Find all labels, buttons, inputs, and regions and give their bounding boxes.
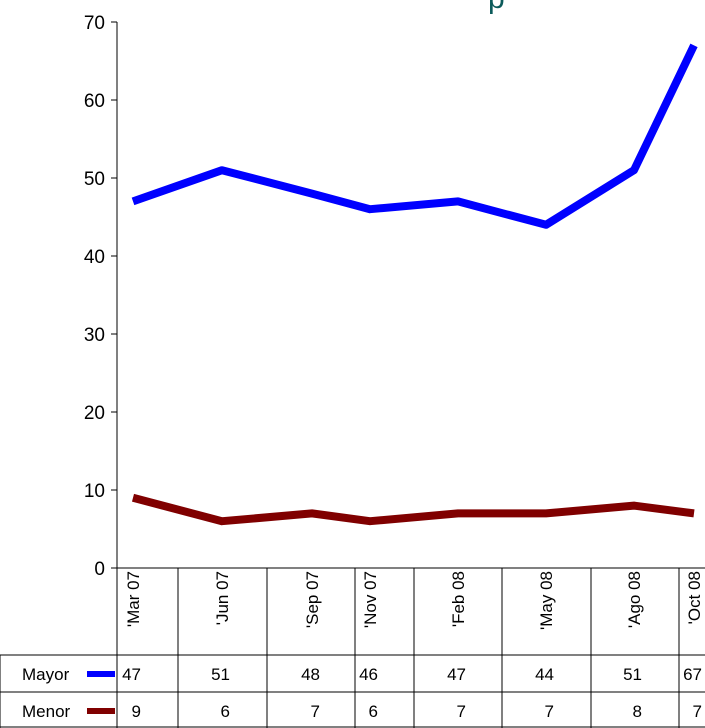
y-tick-label: 70 xyxy=(84,13,105,34)
table-cell-value: 7 xyxy=(457,702,466,721)
x-category-label: 'Mar 07 xyxy=(124,571,143,627)
table-cell-value: 6 xyxy=(369,702,378,721)
y-tick-label: 0 xyxy=(94,559,105,580)
table-cell-value: 46 xyxy=(359,665,378,684)
x-category-label: 'May 08 xyxy=(537,571,556,630)
table-series-name: Mayor xyxy=(22,665,70,684)
table-cell-value: 67 xyxy=(683,665,702,684)
table-cell-value: 7 xyxy=(693,702,702,721)
y-axis-ticks: 0 10 20 30 40 50 60 70 xyxy=(84,13,117,580)
table-cell-value: 7 xyxy=(545,702,554,721)
series-lines xyxy=(131,43,698,526)
chart-title: p xyxy=(488,0,505,15)
table-cell-value: 9 xyxy=(132,702,141,721)
y-tick-label: 50 xyxy=(84,169,105,190)
series-line-menor xyxy=(131,493,695,526)
y-tick-label: 10 xyxy=(84,481,105,502)
x-category-label: 'Oct 08 xyxy=(685,571,704,624)
series-line-mayor xyxy=(131,43,698,229)
table-cell-value: 8 xyxy=(633,702,642,721)
y-tick-label: 20 xyxy=(84,403,105,424)
x-category-label: 'Jun 07 xyxy=(213,571,232,625)
table-series-name: Menor xyxy=(22,702,71,721)
y-tick-label: 40 xyxy=(84,247,105,268)
table-cell-value: 51 xyxy=(623,665,642,684)
y-tick-label: 30 xyxy=(84,325,105,346)
table-cell-value: 51 xyxy=(211,665,230,684)
x-category-label: 'Ago 08 xyxy=(625,571,644,628)
x-axis-categories: 'Mar 07 'Jun 07 'Sep 07 'Nov 07 'Feb 08 'May … xyxy=(116,568,704,728)
y-tick-label: 60 xyxy=(84,91,105,112)
x-category-label: 'Feb 08 xyxy=(449,571,468,627)
table-cell-value: 44 xyxy=(535,665,554,684)
x-category-label: 'Sep 07 xyxy=(303,571,322,628)
table-cell-value: 7 xyxy=(311,702,320,721)
x-category-label: 'Nov 07 xyxy=(361,571,380,628)
table-cell-value: 48 xyxy=(301,665,320,684)
table-cell-value: 6 xyxy=(221,702,230,721)
table-cell-value: 47 xyxy=(447,665,466,684)
table-cell-value: 47 xyxy=(122,665,141,684)
